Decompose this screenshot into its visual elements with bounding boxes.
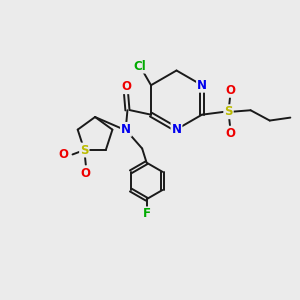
Text: N: N [121,123,131,136]
Text: O: O [225,84,235,97]
Text: S: S [80,143,88,157]
Text: S: S [224,105,233,118]
Text: N: N [197,79,207,92]
Text: O: O [59,148,69,161]
Text: O: O [121,80,131,93]
Text: N: N [172,123,182,136]
Text: O: O [81,167,91,179]
Text: Cl: Cl [134,60,146,73]
Text: O: O [225,127,235,140]
Text: F: F [142,207,151,220]
